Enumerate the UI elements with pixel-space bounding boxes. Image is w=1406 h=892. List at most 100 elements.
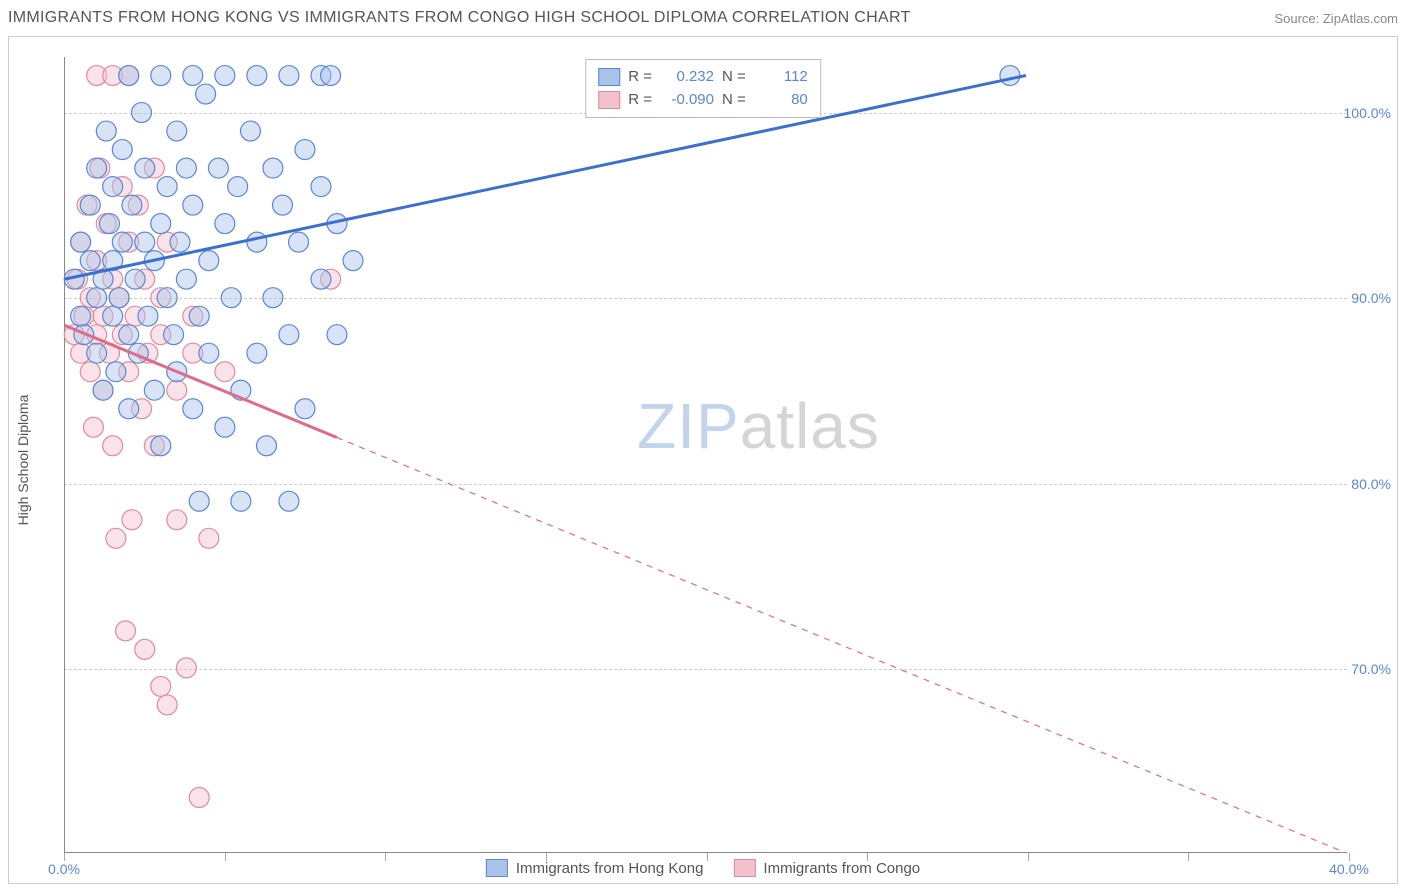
header: IMMIGRANTS FROM HONG KONG VS IMMIGRANTS …: [8, 6, 1398, 30]
data-point: [199, 528, 219, 548]
series-legend: Immigrants from Hong Kong Immigrants fro…: [486, 859, 920, 877]
data-point: [135, 232, 155, 252]
data-point: [167, 380, 187, 400]
plot-area: [64, 57, 1347, 853]
n-label: N =: [722, 66, 746, 89]
data-point: [71, 306, 91, 326]
swatch-hongkong: [598, 68, 620, 86]
data-point: [103, 306, 123, 326]
data-point: [119, 399, 139, 419]
data-point: [183, 195, 203, 215]
y-tick-label: 90.0%: [1351, 290, 1391, 306]
data-point: [87, 288, 107, 308]
correlation-legend: R = 0.232 N = 112 R = -0.090 N = 80: [585, 59, 821, 118]
chart-title: IMMIGRANTS FROM HONG KONG VS IMMIGRANTS …: [8, 9, 911, 27]
series-name-hongkong: Immigrants from Hong Kong: [516, 860, 704, 877]
r-label: R =: [628, 66, 652, 89]
data-point: [157, 695, 177, 715]
data-point: [208, 158, 228, 178]
data-point: [176, 658, 196, 678]
data-point: [103, 177, 123, 197]
data-point: [343, 251, 363, 271]
data-point: [263, 158, 283, 178]
data-point: [119, 66, 139, 86]
data-point: [311, 177, 331, 197]
data-point: [215, 66, 235, 86]
n-value-congo: 80: [754, 89, 808, 112]
swatch-hongkong-icon: [486, 859, 508, 877]
data-point: [144, 380, 164, 400]
data-point: [151, 436, 171, 456]
data-point: [112, 140, 132, 160]
data-point: [157, 177, 177, 197]
data-point: [103, 436, 123, 456]
data-point: [122, 510, 142, 530]
data-point: [135, 639, 155, 659]
data-point: [83, 417, 103, 437]
data-point: [279, 325, 299, 345]
legend-item-congo: Immigrants from Congo: [733, 859, 920, 877]
data-point: [80, 251, 100, 271]
data-point: [138, 306, 158, 326]
data-point: [170, 232, 190, 252]
legend-item-hongkong: Immigrants from Hong Kong: [486, 859, 704, 877]
data-point: [289, 232, 309, 252]
data-point: [93, 380, 113, 400]
data-point: [151, 676, 171, 696]
x-tick-label: 40.0%: [1329, 861, 1369, 877]
series-name-congo: Immigrants from Congo: [763, 860, 920, 877]
r-value-hongkong: 0.232: [660, 66, 714, 89]
y-axis-label: High School Diploma: [15, 395, 31, 526]
data-point: [327, 325, 347, 345]
n-label: N =: [722, 89, 746, 112]
data-point: [151, 66, 171, 86]
legend-row-congo: R = -0.090 N = 80: [598, 89, 808, 112]
r-value-congo: -0.090: [660, 89, 714, 112]
data-point: [295, 140, 315, 160]
data-point: [321, 66, 341, 86]
data-point: [122, 195, 142, 215]
swatch-congo: [598, 91, 620, 109]
data-point: [247, 232, 267, 252]
scatter-svg: [64, 57, 1347, 853]
data-point: [1000, 66, 1020, 86]
data-point: [176, 269, 196, 289]
data-point: [231, 491, 251, 511]
data-point: [215, 417, 235, 437]
data-point: [112, 232, 132, 252]
data-point: [157, 288, 177, 308]
data-point: [215, 214, 235, 234]
data-point: [116, 621, 136, 641]
trend-line-dashed: [337, 438, 1346, 853]
data-point: [80, 362, 100, 382]
data-point: [99, 214, 119, 234]
tick-v: [225, 853, 226, 861]
data-point: [189, 306, 209, 326]
y-tick-label: 100.0%: [1344, 105, 1391, 121]
data-point: [295, 399, 315, 419]
tick-v: [1028, 853, 1029, 861]
chart-container: High School Diploma ZIPatlas R = 0.232 N…: [8, 36, 1398, 884]
data-point: [257, 436, 277, 456]
data-point: [189, 491, 209, 511]
data-point: [279, 66, 299, 86]
data-point: [87, 158, 107, 178]
data-point: [151, 214, 171, 234]
data-point: [132, 103, 152, 123]
tick-v: [385, 853, 386, 861]
data-point: [176, 158, 196, 178]
tick-v: [1349, 853, 1350, 861]
data-point: [71, 232, 91, 252]
data-point: [228, 177, 248, 197]
x-tick-label: 0.0%: [48, 861, 80, 877]
y-tick-label: 70.0%: [1351, 661, 1391, 677]
y-tick-label: 80.0%: [1351, 476, 1391, 492]
n-value-hongkong: 112: [754, 66, 808, 89]
data-point: [189, 787, 209, 807]
r-label: R =: [628, 89, 652, 112]
data-point: [215, 362, 235, 382]
data-point: [247, 343, 267, 363]
data-point: [167, 510, 187, 530]
trend-line-solid: [65, 76, 1026, 280]
data-point: [80, 195, 100, 215]
